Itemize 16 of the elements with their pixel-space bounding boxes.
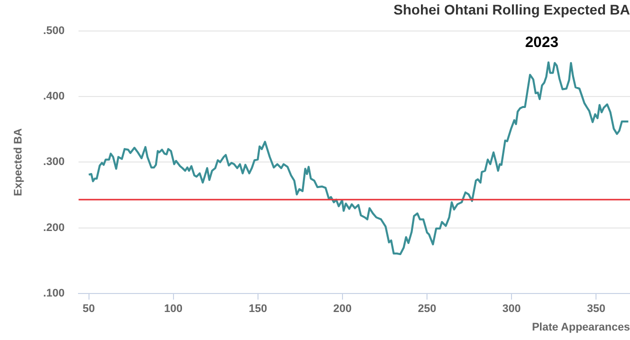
x-tick-label: 250 [418,303,436,316]
y-tick-label: .400 [43,90,65,103]
x-tick-label: 50 [82,303,95,316]
y-tick-label: .100 [43,288,65,300]
x-tick-label: 350 [586,303,606,316]
x-tick-label: 150 [248,303,268,316]
chart-title: Shohei Ohtani Rolling Expected BA [394,1,630,18]
x-tick-label: 100 [164,303,183,316]
y-tick-label: .500 [43,24,65,37]
x-tick-label: 200 [333,303,352,316]
x-tick-label: 300 [502,303,521,316]
x-axis-title: Plate Appearances [532,321,630,334]
y-tick-label: .300 [43,156,65,168]
y-tick-label: .200 [43,222,65,234]
y-axis-title: Expected BA [12,128,25,196]
annotation: 2023 [525,34,558,51]
